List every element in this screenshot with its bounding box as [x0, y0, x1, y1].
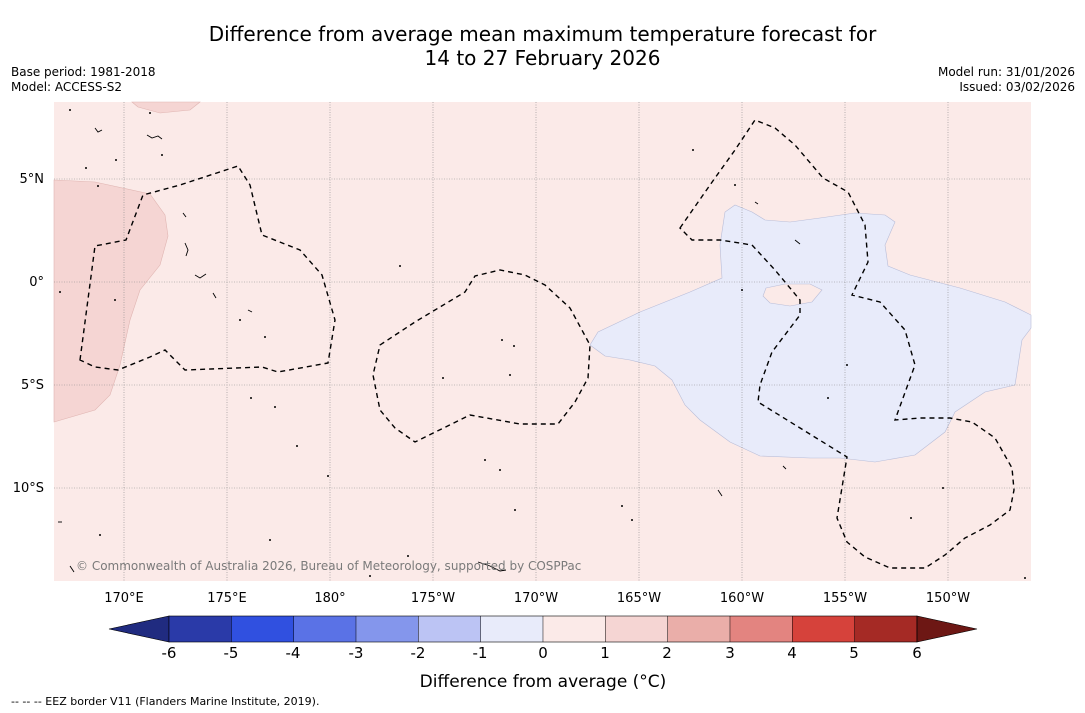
meta-right: Model run: 31/01/2026 Issued: 03/02/2026 [938, 65, 1075, 95]
tick-label--3: -3 [349, 644, 364, 662]
colorbar-swatch [293, 616, 357, 642]
model-run: Model run: 31/01/2026 [937, 65, 1075, 79]
tick-label-1: 1 [600, 644, 610, 662]
cool-patch [589, 204, 1032, 463]
colorbar: -6 -5 -4 -3 -2 -1 0 1 2 3 4 5 6 Differen… [108, 615, 978, 692]
eez-border-west [79, 165, 336, 373]
colorbar-swatch [792, 616, 856, 642]
lat-label-5n: 5°N [20, 172, 45, 187]
colorbar-swatch [667, 616, 731, 642]
tick-label--1: -1 [473, 644, 488, 662]
lon-label-175e: 175°E [207, 591, 247, 606]
lon-label-170w: 170°W [514, 591, 558, 606]
lon-label-175w: 175°W [411, 591, 455, 606]
colorbar-extend-high [916, 615, 978, 643]
colorbar-swatch [355, 616, 419, 642]
lon-label-150w: 150°W [926, 591, 970, 606]
tick-label--6: -6 [162, 644, 177, 662]
colorbar-swatch [605, 616, 669, 642]
issued-date: Issued: 03/02/2026 [959, 80, 1075, 94]
colorbar-ticks [231, 616, 855, 642]
colorbar-swatch [480, 616, 544, 642]
tick-label-2: 2 [662, 644, 672, 662]
lon-label-165w: 165°W [617, 591, 661, 606]
colorbar-swatches [108, 615, 978, 643]
islands [58, 127, 801, 573]
gridlines [54, 102, 1031, 581]
colorbar-swatch [231, 616, 295, 642]
warm-hole [762, 283, 823, 307]
copyright-text: © Commonwealth of Australia 2026, Bureau… [76, 559, 581, 573]
eez-border-east [679, 119, 1015, 569]
colorbar-swatch [729, 616, 793, 642]
colorbar-swatch [854, 616, 918, 642]
lat-label-10s: 10°S [13, 481, 44, 496]
eez-footnote: -- -- -- EEZ border V11 (Flanders Marine… [11, 695, 320, 708]
lon-label-170e: 170°E [104, 591, 144, 606]
tick-label-0: 0 [538, 644, 548, 662]
colorbar-swatch [418, 616, 482, 642]
lon-label-180: 180° [314, 591, 345, 606]
meta-left: Base period: 1981-2018 Model: ACCESS-S2 [11, 65, 156, 95]
tick-label-5: 5 [849, 644, 859, 662]
tick-label--4: -4 [286, 644, 301, 662]
lon-label-160w: 160°W [720, 591, 764, 606]
title-line-1: Difference from average mean maximum tem… [208, 22, 877, 46]
tick-label-4: 4 [787, 644, 797, 662]
colorbar-extend-low [108, 615, 170, 643]
colorbar-swatch [169, 616, 232, 642]
tick-label-3: 3 [725, 644, 735, 662]
eez-borders [79, 119, 1015, 569]
lat-label-0: 0° [29, 275, 44, 290]
model-name: Model: ACCESS-S2 [11, 80, 123, 94]
colorbar-swatch [542, 616, 606, 642]
eez-border-central [372, 269, 591, 443]
title-line-2: 14 to 27 February 2026 [424, 46, 661, 70]
warm-patch-north [131, 101, 201, 114]
colorbar-label: Difference from average (°C) [420, 672, 667, 692]
tick-label--5: -5 [224, 644, 239, 662]
base-period: Base period: 1981-2018 [11, 65, 156, 79]
tick-label--2: -2 [411, 644, 426, 662]
lat-label-5s: 5°S [21, 378, 44, 393]
island-dots [59, 109, 1026, 579]
lon-label-155w: 155°W [823, 591, 867, 606]
tick-label-6: 6 [912, 644, 922, 662]
